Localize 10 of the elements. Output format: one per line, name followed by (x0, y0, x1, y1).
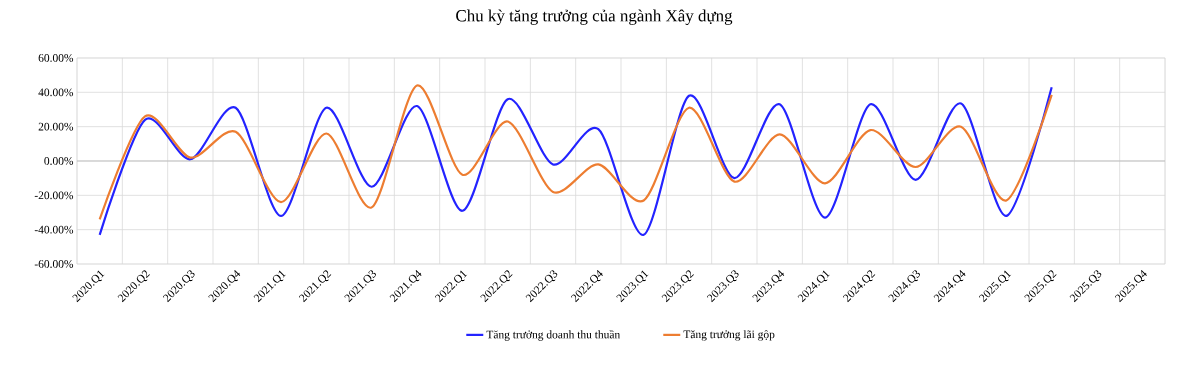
legend-label: Tăng trưởng doanh thu thuần (486, 329, 621, 341)
y-tick-label: 60.00% (38, 54, 74, 62)
y-tick-label: 40.00% (38, 88, 74, 97)
y-tick-label: 0.00% (44, 157, 74, 165)
y-tick-label: -20.00% (34, 191, 74, 200)
legend-label: Tăng trưởng lãi gộp (683, 330, 775, 341)
y-tick-label: 20.00% (38, 122, 74, 131)
y-tick-label: -60.00% (34, 260, 74, 268)
chart-title: Chu kỳ tăng trưởng của ngành Xây dựng (456, 9, 733, 25)
y-tick-label: -40.00% (34, 225, 74, 234)
